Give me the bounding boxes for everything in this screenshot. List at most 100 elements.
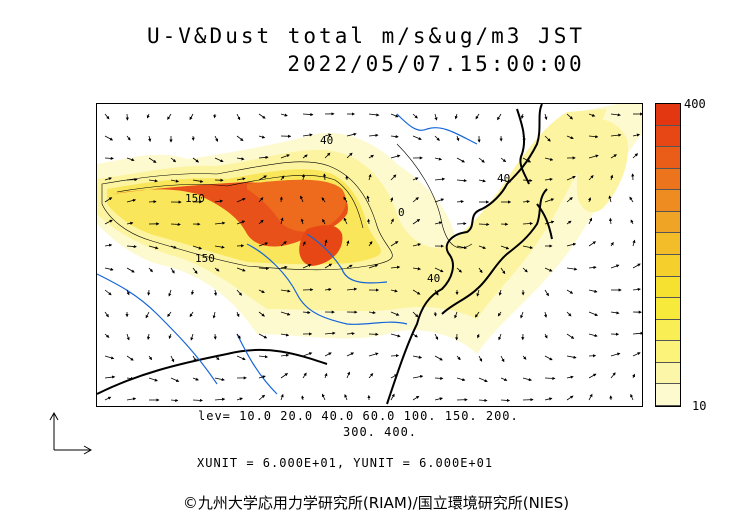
wind-arrow <box>214 157 224 163</box>
wind-arrow <box>566 197 573 203</box>
wind-arrow <box>236 355 246 361</box>
wind-arrow <box>279 196 283 203</box>
wind-arrow <box>236 397 243 401</box>
wind-arrow <box>258 266 270 271</box>
wind-arrow <box>301 395 305 401</box>
color-scale-min: 10 <box>692 399 707 413</box>
wind-arrow <box>588 373 597 379</box>
wind-arrow <box>104 219 113 225</box>
wind-arrow <box>609 217 613 225</box>
wind-arrow <box>500 245 510 250</box>
wind-arrow <box>434 157 443 161</box>
wind-arrow <box>302 310 311 315</box>
wind-arrow <box>588 333 598 338</box>
wind-arrow <box>434 135 440 141</box>
wind-arrow <box>170 267 175 274</box>
wind-arrow <box>280 333 290 337</box>
wind-arrow <box>167 311 172 318</box>
wind-arrow <box>104 311 109 318</box>
wind-arrow <box>497 113 502 121</box>
wind-arrow <box>146 333 151 340</box>
copyright-credit: ©九州大学応用力学研究所(RIAM)/国立環境研究所(NIES) <box>182 494 570 512</box>
wind-arrow <box>343 217 348 225</box>
wind-arrow <box>390 113 399 118</box>
wind-arrow <box>280 241 287 247</box>
color-scale-step <box>656 362 680 385</box>
wind-arrow <box>632 331 642 335</box>
wind-arrow <box>522 135 526 142</box>
wind-arrow <box>544 220 555 225</box>
wind-arrow <box>610 264 620 269</box>
wind-arrow <box>302 154 308 159</box>
contour-levels-line1: lev= 10.0 20.0 40.0 60.0 100. 150. 200. <box>198 409 519 423</box>
wind-arrow <box>498 289 502 296</box>
wind-arrow <box>632 352 641 357</box>
wind-arrow <box>368 264 379 269</box>
wind-arrow <box>456 135 460 142</box>
wind-arrow <box>368 241 373 247</box>
wind-arrow <box>213 289 218 296</box>
wind-arrow <box>214 377 225 382</box>
wind-arrow <box>588 265 597 270</box>
wind-arrow <box>368 133 379 137</box>
wind-arrow <box>170 245 177 249</box>
wind-arrow <box>478 157 485 163</box>
wind-arrow <box>126 333 130 341</box>
wind-arrow <box>170 398 179 402</box>
wind-arrow <box>456 222 467 226</box>
wind-arrow <box>522 178 533 183</box>
wind-arrow <box>126 221 134 225</box>
wind-arrow <box>302 264 312 269</box>
wind-arrow <box>258 135 266 139</box>
wind-arrow <box>214 245 225 249</box>
wind-arrow <box>126 289 130 296</box>
wind-arrow <box>544 397 553 401</box>
wind-arrow <box>500 377 508 381</box>
wind-arrow <box>258 311 265 317</box>
wind-arrow <box>478 377 488 383</box>
wind-arrow <box>280 289 291 293</box>
wind-arrow <box>544 289 549 297</box>
color-scale-step <box>656 211 680 234</box>
wind-arrow <box>434 333 439 341</box>
color-scale-step <box>656 298 680 320</box>
wind-arrow <box>566 267 578 271</box>
wind-arrow <box>125 113 129 121</box>
wind-arrow <box>322 173 327 181</box>
chart-title: U-V&Dust total m/s&ug/m3 JST <box>146 24 585 48</box>
wind-arrow <box>632 373 636 379</box>
wind-arrow <box>145 311 150 319</box>
wind-arrow <box>368 154 374 159</box>
wind-arrow <box>192 355 197 362</box>
wind-arrow <box>147 289 151 296</box>
wind-vectors <box>104 112 642 403</box>
wind-arrow <box>168 333 172 340</box>
wind-arrow <box>280 393 284 401</box>
wind-arrow <box>522 245 534 250</box>
wind-arrow <box>148 355 153 361</box>
wind-arrow <box>366 195 370 203</box>
wind-arrow <box>324 152 331 159</box>
wind-arrow <box>412 197 419 203</box>
contour-label: 40 <box>497 172 510 185</box>
wind-arrow <box>390 154 401 159</box>
wind-arrow <box>412 135 422 140</box>
wind-arrow <box>434 267 444 273</box>
wind-arrow <box>588 135 599 139</box>
wind-arrow <box>629 196 634 203</box>
wind-arrow <box>588 113 596 117</box>
wind-arrow <box>610 113 621 117</box>
wind-arrow <box>104 135 114 141</box>
wind-arrow <box>236 267 246 272</box>
wind-arrow <box>478 222 490 226</box>
color-scale-step <box>656 190 680 212</box>
contour-label: 150 <box>195 252 215 265</box>
wind-arrow <box>192 398 203 402</box>
wind-arrow <box>258 394 266 401</box>
wind-arrow <box>610 133 622 137</box>
wind-arrow <box>588 289 598 293</box>
wind-arrow <box>477 333 481 339</box>
wind-arrow <box>520 113 524 119</box>
wind-arrow <box>630 393 634 401</box>
wind-arrow <box>544 135 551 142</box>
